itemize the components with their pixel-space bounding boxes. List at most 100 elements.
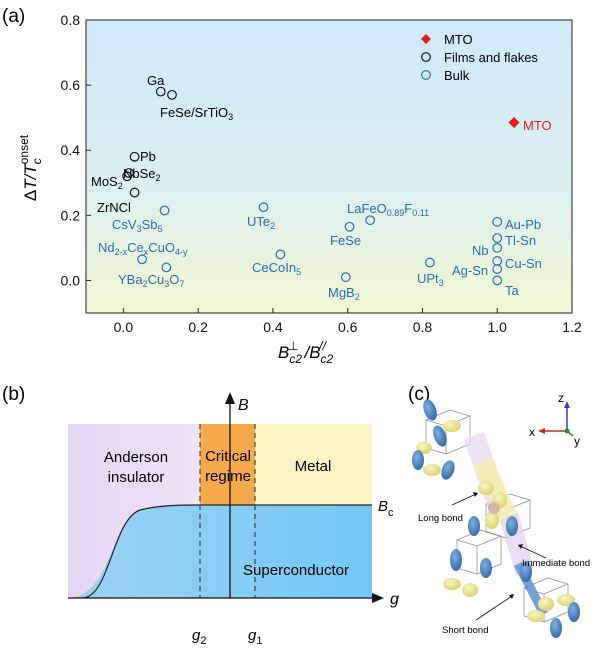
short-bond-label: Short bond (442, 625, 488, 636)
point-au-pb (492, 216, 503, 227)
label-mos2: MoS2 (91, 174, 123, 191)
g2-tick: g2 (192, 627, 206, 647)
metal-label: Metal (295, 458, 332, 475)
g-axis-arrow-icon (372, 593, 384, 603)
point-lafeo0-89f0-11 (365, 215, 376, 226)
label-zrncl: ZrNCl (97, 200, 131, 215)
critical-line2: regime (205, 468, 251, 485)
z-arrow-icon (564, 401, 570, 408)
region-metal (255, 424, 372, 505)
immediate-bond-arrow-icon (518, 544, 523, 549)
legend-bulk: Bulk (444, 68, 470, 83)
y-axis-ticks: 0.0 0.2 0.4 0.6 0.8 (61, 12, 91, 288)
point-nb (492, 242, 503, 253)
legend-mto: MTO (444, 32, 473, 47)
x-axis-ticks: 0.0 0.2 0.4 0.6 0.8 1.0 1.2 (114, 308, 582, 335)
orbital-cluster-3 (443, 549, 492, 597)
panel-c: (c) z x y (408, 384, 590, 638)
label-fese-srtio3: FeSe/SrTiO3 (160, 105, 233, 122)
label-nb: Nb (472, 243, 489, 258)
orbital-cluster-2 (468, 481, 518, 536)
crystal-structure: Long bond Immediate bond Short bond (412, 399, 590, 638)
point-fese-srtio3 (167, 89, 177, 100)
y-tick-label: 0.0 (61, 272, 81, 288)
y-tick-label: 0.4 (61, 142, 81, 158)
triad-x: x (529, 425, 535, 439)
y-axis-label: ΔT/Tconset (17, 134, 44, 201)
point-labels: Ga FeSe/SrTiO3 Pb NbSe2 MoS2 ZrNCl CsV3S… (91, 73, 552, 302)
x-tick-label: 0.2 (188, 319, 208, 335)
critical-line1: Critical (205, 448, 251, 465)
anderson-line1: Anderson (104, 449, 168, 466)
label-au-pb: Au-Pb (505, 217, 541, 232)
point-cecoin5 (275, 249, 286, 260)
y-label-ratio: T/T (21, 163, 40, 190)
point-ag-sn (492, 264, 503, 274)
panel-a: (a) 0.0 0.2 0.4 0.6 0.8 0.0 0.2 0.4 0.6 0.8 1.0 1.… (2, 6, 582, 366)
point-yba2cu3o7 (161, 262, 172, 273)
point-mgb2 (340, 272, 351, 283)
panel-b-label: (b) (2, 384, 25, 405)
phase-boundary (81, 504, 372, 599)
x-tick-label: 0.6 (338, 319, 358, 335)
y-tick-label: 0.6 (61, 77, 81, 93)
label-tl-sn: Tl-Sn (505, 233, 536, 248)
point-ga (155, 86, 166, 97)
x-tick-label: 1.0 (487, 319, 507, 335)
label-ndcecuo: Nd2-xCexCuO4-y (98, 240, 188, 257)
panel-b: (b) B g g2 g1 Bc Anderson insulator Crit… (2, 384, 399, 647)
point-tl-sn (492, 233, 503, 244)
immediate-bond-pointer (519, 545, 547, 559)
x-tick-label: 0.0 (114, 319, 134, 335)
y-label-sub: c (30, 158, 44, 164)
y-tick-label: 0.2 (61, 207, 81, 223)
legend-mto-marker (421, 34, 431, 44)
y-tick-label: 0.8 (61, 12, 81, 28)
short-bond-pointer (475, 595, 513, 621)
origin-dot (564, 428, 570, 434)
axis-triad: z x y (529, 391, 580, 448)
legend-bulk-marker (421, 70, 431, 80)
b-axis-arrow-icon (225, 392, 235, 404)
b-axis-label: B (238, 397, 249, 414)
x-axis-label: Bc2⊥/Bc2// (278, 339, 334, 366)
panel-c-label: (c) (408, 384, 430, 405)
triad-y: y (574, 434, 580, 448)
point-fese (344, 221, 355, 232)
label-fese: FeSe (330, 233, 361, 248)
bc-label: Bc (378, 498, 394, 519)
data-points (122, 86, 520, 286)
plot-area (85, 19, 573, 314)
g-axis-label: g (390, 591, 399, 608)
short-bond-arrow-icon (509, 594, 514, 599)
x-arrow-icon (538, 428, 545, 434)
label-csv3sb5: CsV3Sb5 (112, 217, 163, 234)
label-ybco: YBa2Cu3O7 (118, 272, 184, 289)
label-cu-sn: Cu-Sn (505, 256, 542, 271)
y-label-sup: onset (17, 134, 31, 164)
point-zrncl (129, 187, 140, 198)
point-nd2-xcexcuo4-y (137, 254, 147, 265)
label-cecoin5: CeCoIn5 (252, 260, 301, 277)
long-bond-label: Long bond (418, 513, 463, 524)
point-csv3sb5 (159, 205, 170, 216)
orbital-cluster-4 (520, 562, 580, 638)
x-tick-label: 0.4 (263, 319, 283, 335)
label-ag-sn: Ag-Sn (452, 263, 488, 278)
point-pb (129, 151, 140, 162)
triad-z: z (558, 391, 564, 405)
label-mto: MTO (523, 118, 552, 133)
long-bond-arrow-icon (473, 492, 478, 497)
immediate-bond-label: Immediate bond (522, 558, 590, 569)
panel-a-label: (a) (2, 6, 25, 27)
point-mto (508, 117, 520, 129)
region-superconductor (68, 505, 372, 598)
label-lafeof: LaFeO0.89F0.11 (347, 201, 429, 218)
point-mos2 (122, 171, 133, 182)
label-ta: Ta (505, 283, 520, 298)
y-label-delta: Δ (21, 190, 40, 201)
svg-text:ΔT/Tconset: ΔT/Tconset (17, 134, 44, 201)
label-ute2: UTe2 (247, 214, 275, 231)
legend: MTO Films and flakes Bulk (421, 32, 538, 83)
